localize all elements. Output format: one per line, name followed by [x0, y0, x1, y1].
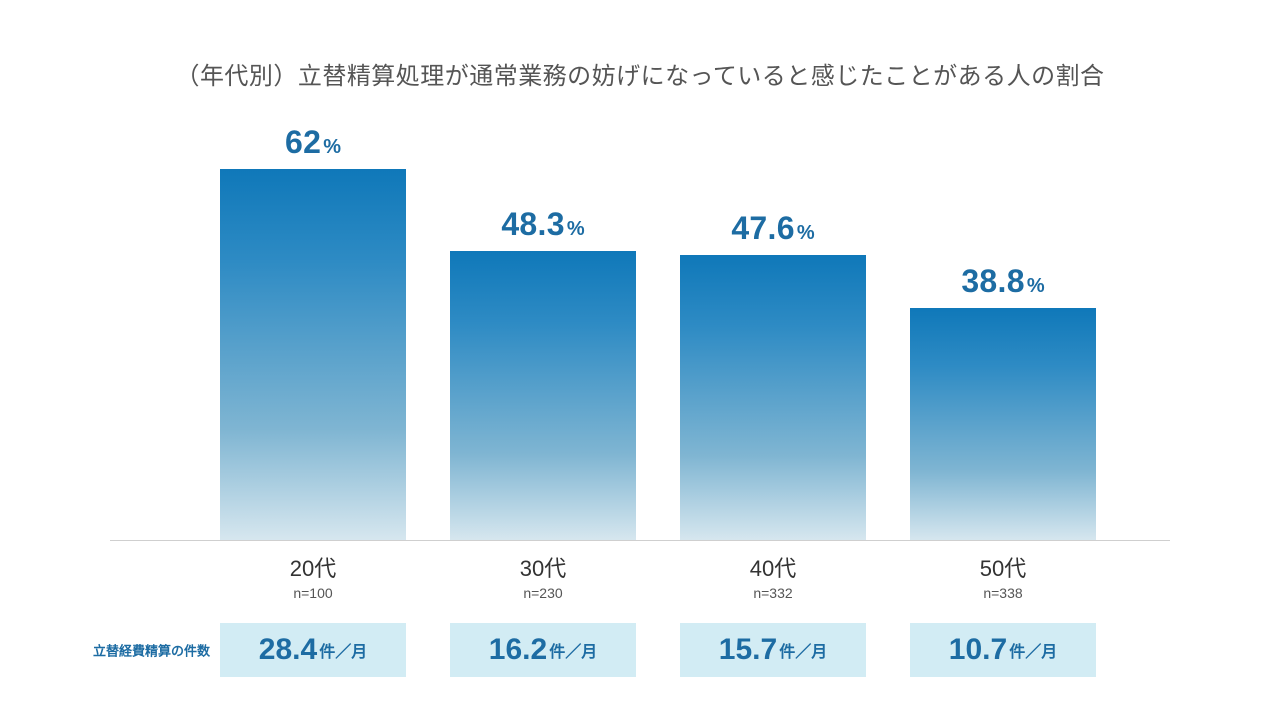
bar	[680, 255, 866, 541]
footer-value: 15.7	[719, 623, 777, 677]
bar	[910, 308, 1096, 541]
bar-col-30s: 48.3%	[450, 206, 636, 541]
axis-cell: 50代 n=338	[910, 551, 1096, 601]
footer-value: 10.7	[949, 623, 1007, 677]
sample-size: n=230	[450, 585, 636, 601]
footer-row: 立替経費精算の件数 28.4件／月 16.2件／月 15.7件／月 10.7件／…	[110, 623, 1170, 677]
bar-value: 62	[285, 124, 321, 160]
category-label: 50代	[910, 551, 1096, 583]
bar	[450, 251, 636, 541]
axis-cell: 20代 n=100	[220, 551, 406, 601]
footer-unit: 件／月	[779, 638, 827, 662]
bar-unit: %	[323, 136, 341, 158]
sample-size: n=338	[910, 585, 1096, 601]
footer-unit: 件／月	[319, 638, 367, 662]
bar	[220, 169, 406, 541]
bar-chart: 62% 48.3% 47.6% 38.8%	[110, 121, 1170, 541]
sample-size: n=332	[680, 585, 866, 601]
axis-cell: 40代 n=332	[680, 551, 866, 601]
footer-value: 16.2	[489, 623, 547, 677]
footer-cell: 10.7件／月	[910, 623, 1096, 677]
x-axis-line	[110, 540, 1170, 541]
bar-unit: %	[567, 218, 585, 240]
bar-value: 48.3	[501, 206, 565, 242]
footer-cell: 16.2件／月	[450, 623, 636, 677]
x-axis-labels: 20代 n=100 30代 n=230 40代 n=332 50代 n=338	[110, 551, 1170, 601]
bar-col-20s: 62%	[220, 124, 406, 541]
axis-cell: 30代 n=230	[450, 551, 636, 601]
category-label: 20代	[220, 551, 406, 583]
bar-unit: %	[797, 222, 815, 244]
bar-value: 47.6	[731, 210, 795, 246]
bar-value: 38.8	[961, 263, 1025, 299]
footer-row-label: 立替経費精算の件数	[80, 641, 210, 660]
bar-value-label: 47.6%	[731, 210, 814, 247]
bar-value-label: 48.3%	[501, 206, 584, 243]
bar-value-label: 38.8%	[961, 263, 1044, 300]
bars-container: 62% 48.3% 47.6% 38.8%	[220, 121, 1170, 541]
footer-cell: 15.7件／月	[680, 623, 866, 677]
category-label: 40代	[680, 551, 866, 583]
chart-title: （年代別）立替精算処理が通常業務の妨げになっていると感じたことがある人の割合	[0, 0, 1280, 91]
footer-cell: 28.4件／月	[220, 623, 406, 677]
sample-size: n=100	[220, 585, 406, 601]
bar-col-40s: 47.6%	[680, 210, 866, 541]
bar-unit: %	[1027, 275, 1045, 297]
footer-unit: 件／月	[1009, 638, 1057, 662]
bar-col-50s: 38.8%	[910, 263, 1096, 541]
footer-unit: 件／月	[549, 638, 597, 662]
bar-value-label: 62%	[285, 124, 341, 161]
footer-value: 28.4	[259, 623, 317, 677]
category-label: 30代	[450, 551, 636, 583]
